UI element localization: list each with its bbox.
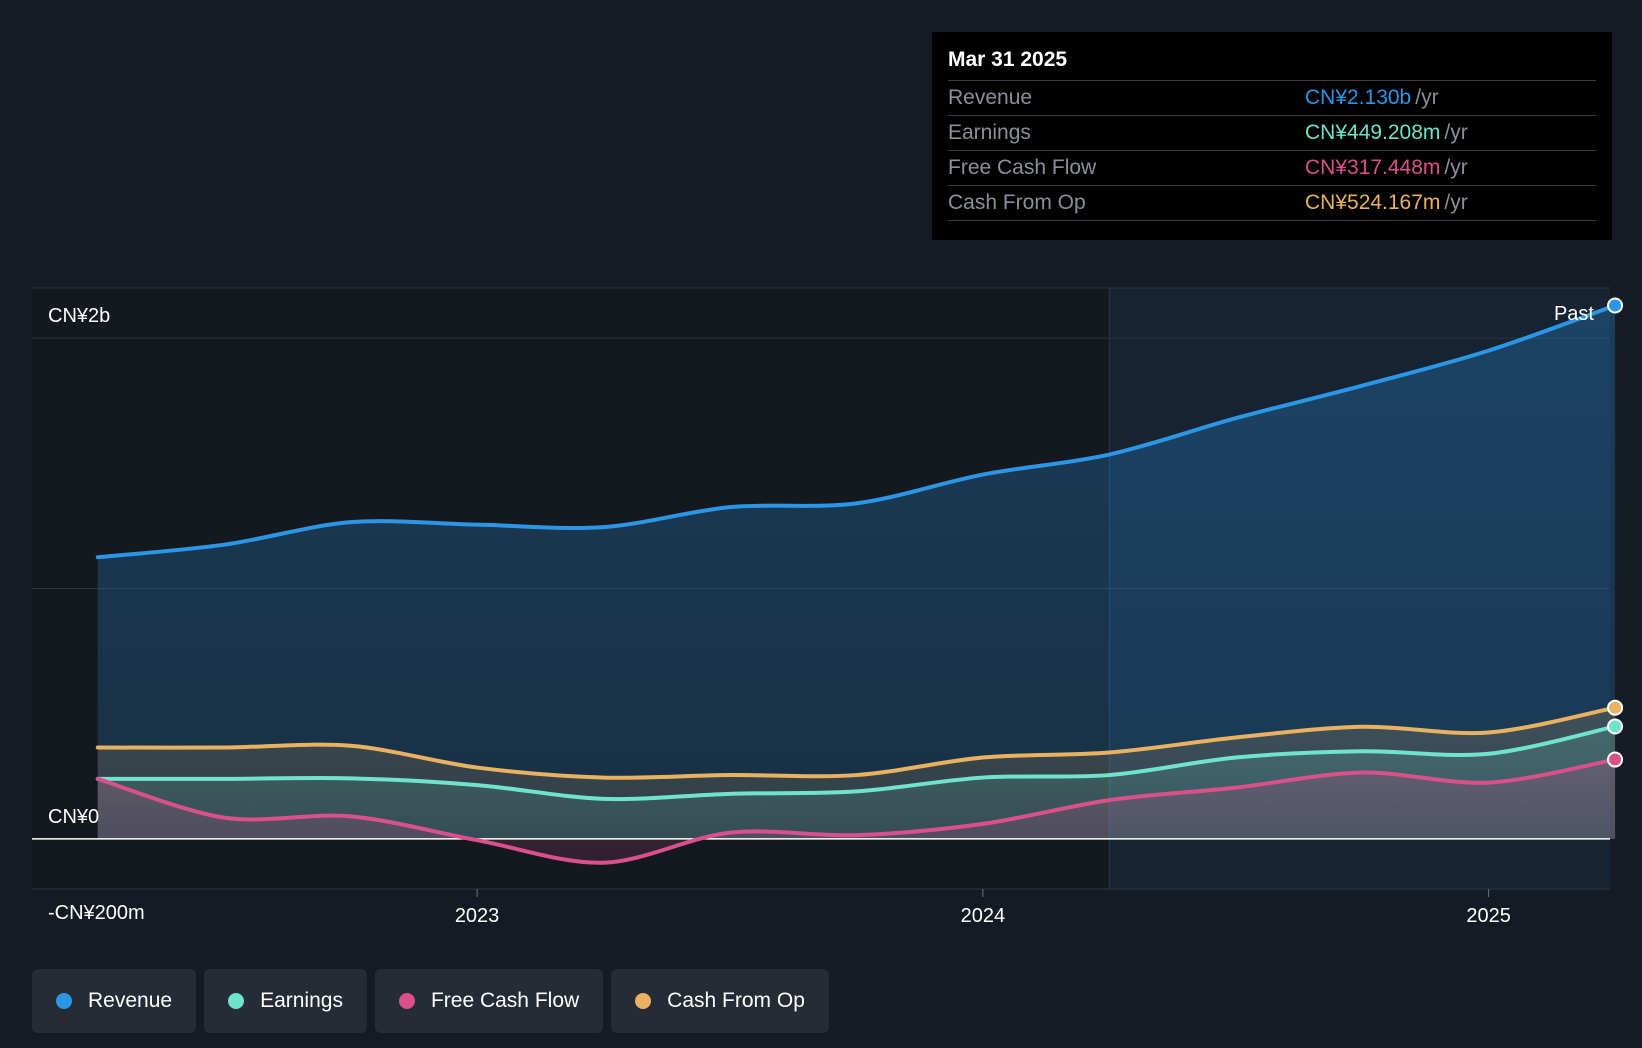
- series-area-free-cash-flow: [97, 759, 1616, 863]
- tooltip-date: Mar 31 2025: [948, 46, 1596, 81]
- legend-dot-icon: [56, 993, 72, 1009]
- tooltip-label: Cash From Op: [948, 191, 1086, 214]
- tooltip-row-free-cash-flow: Free Cash Flow CN¥317.448m/yr: [948, 151, 1596, 186]
- x-tick-label: 2023: [455, 905, 500, 927]
- legend-item-revenue[interactable]: Revenue: [32, 969, 197, 1033]
- legend-label: Earnings: [260, 989, 343, 1012]
- series-end-point: [1607, 699, 1624, 716]
- y-tick-label: -CN¥200m: [48, 902, 145, 924]
- series-area-revenue: [97, 305, 1616, 839]
- tooltip-label: Earnings: [948, 121, 1031, 144]
- legend-label: Cash From Op: [667, 989, 805, 1012]
- tooltip-value: CN¥524.167m: [1305, 191, 1441, 214]
- legend-item-free-cash-flow[interactable]: Free Cash Flow: [374, 969, 604, 1033]
- tooltip-panel: Mar 31 2025 Revenue CN¥2.130b/yr Earning…: [932, 32, 1612, 240]
- legend-label: Revenue: [88, 989, 173, 1012]
- tooltip-row-cash-from-op: Cash From Op CN¥524.167m/yr: [948, 186, 1596, 221]
- tooltip-unit: /yr: [1415, 86, 1439, 109]
- tooltip-label: Free Cash Flow: [948, 156, 1097, 179]
- x-tick-label: 2024: [961, 905, 1006, 927]
- series-line-earnings: [95, 724, 1618, 802]
- legend-label: Free Cash Flow: [430, 989, 580, 1012]
- tooltip-value: CN¥2.130b: [1305, 86, 1412, 109]
- legend-dot-icon: [398, 993, 415, 1009]
- tooltip-value: CN¥317.448m: [1305, 156, 1441, 179]
- tooltip-row-revenue: Revenue CN¥2.130b/yr: [948, 81, 1596, 116]
- tooltip-unit: /yr: [1444, 121, 1468, 144]
- series-end-point: [1607, 751, 1624, 768]
- x-tick-label: 2025: [1466, 905, 1511, 927]
- legend-item-earnings[interactable]: Earnings: [204, 969, 367, 1033]
- past-label: Past: [1554, 303, 1594, 325]
- legend: Revenue Earnings Free Cash Flow Cash Fro…: [32, 969, 829, 1033]
- y-tick-label: CN¥2b: [48, 305, 110, 327]
- series-line-revenue: [95, 303, 1618, 560]
- series-line-free-cash-flow: [95, 757, 1618, 865]
- tooltip-value: CN¥449.208m: [1305, 121, 1441, 144]
- legend-dot-icon: [635, 993, 652, 1009]
- legend-dot-icon: [228, 993, 245, 1009]
- series-line-cash-from-op: [95, 705, 1618, 780]
- y-tick-label: CN¥0: [48, 806, 99, 828]
- series-end-point: [1607, 297, 1624, 314]
- tooltip-unit: /yr: [1444, 191, 1468, 214]
- tooltip-unit: /yr: [1444, 156, 1468, 179]
- series-end-point: [1607, 718, 1624, 735]
- tooltip-label: Revenue: [948, 86, 1033, 109]
- tooltip-row-earnings: Earnings CN¥449.208m/yr: [948, 116, 1596, 151]
- legend-item-cash-from-op[interactable]: Cash From Op: [611, 969, 829, 1033]
